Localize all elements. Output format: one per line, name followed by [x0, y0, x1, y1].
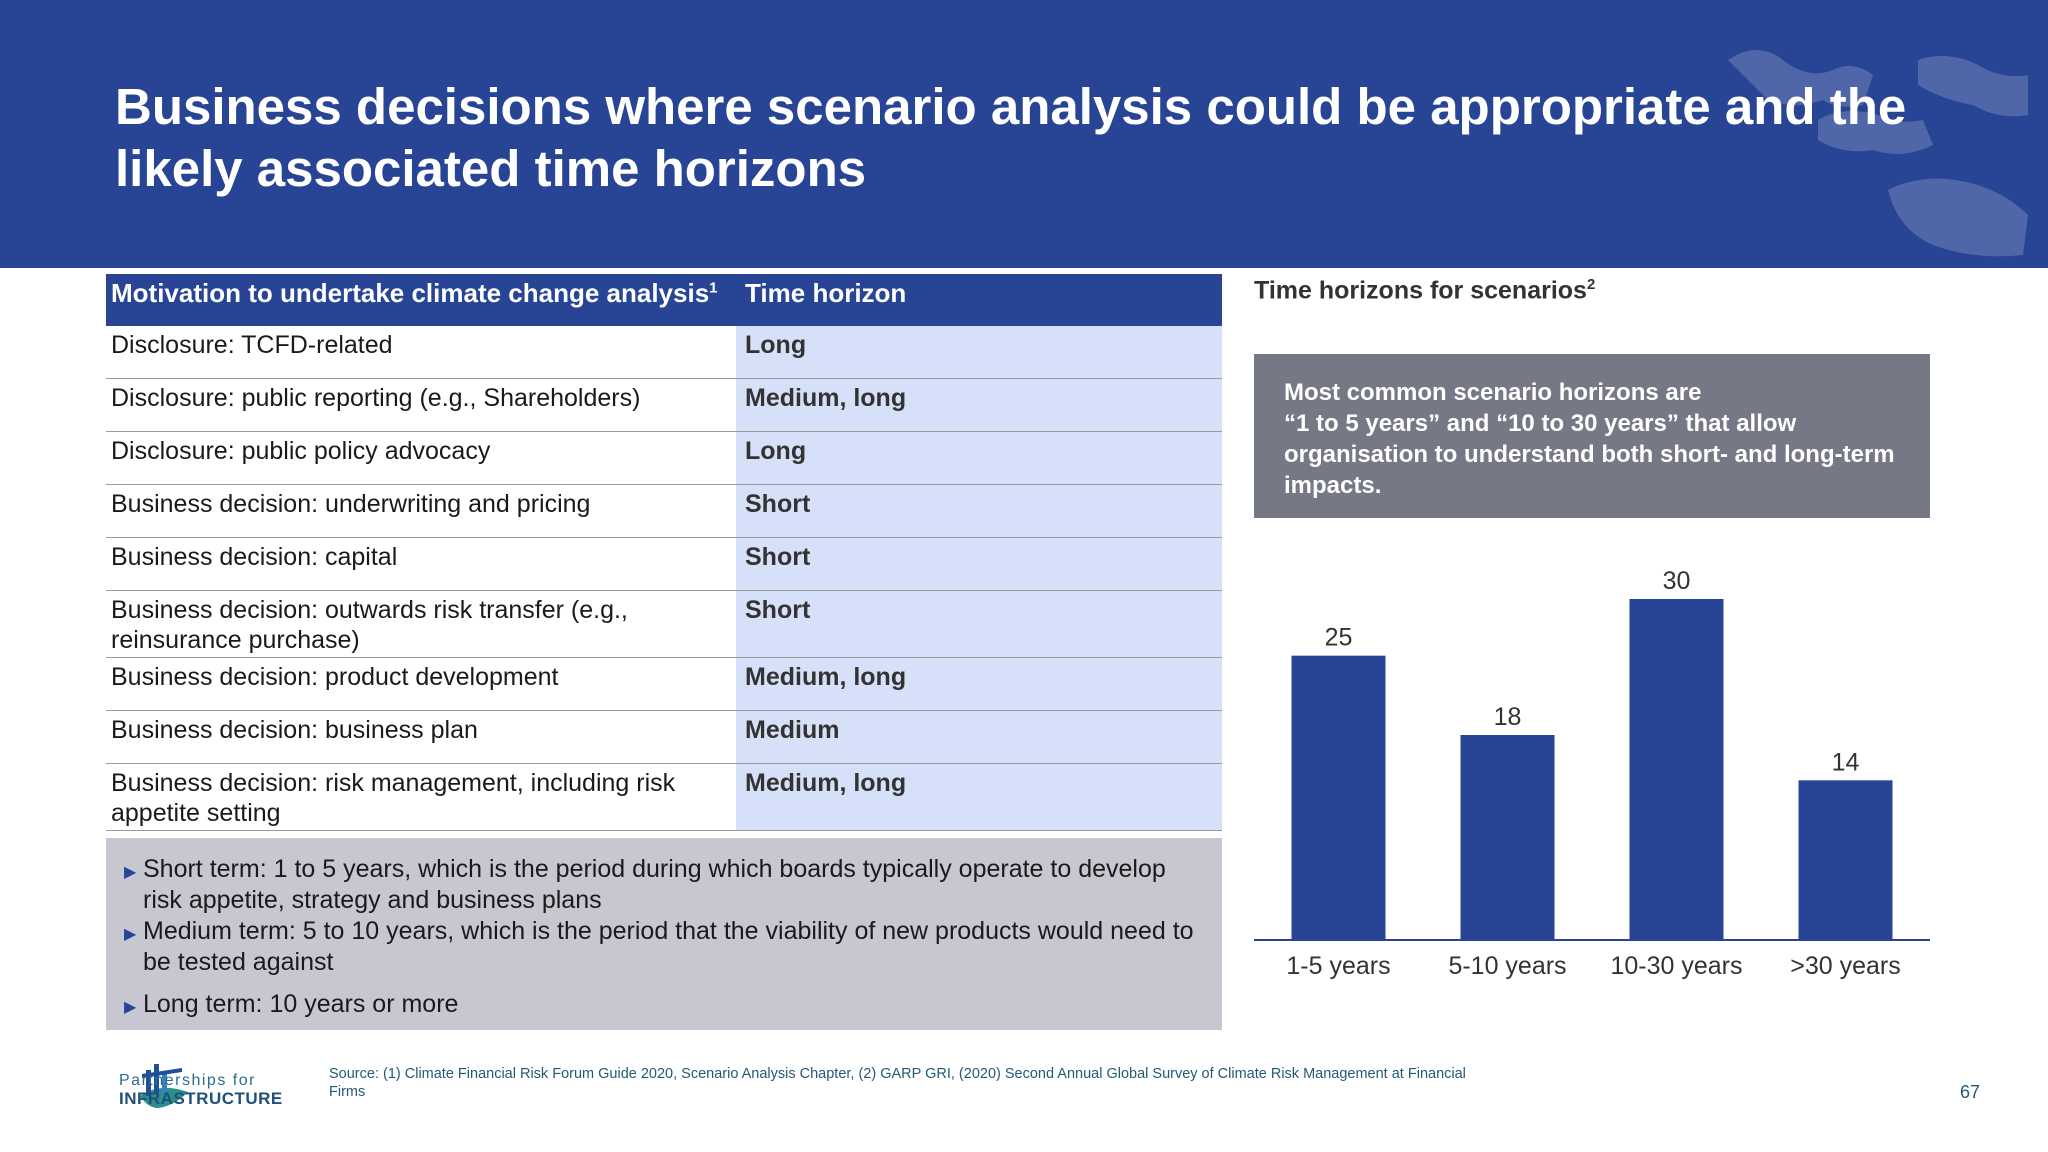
triangle-bullet-icon: ▶ [124, 864, 137, 881]
bar->30 years [1798, 780, 1893, 939]
footnote-marker: 2 [1586, 276, 1596, 293]
bar-chart: 25 1-5 years 18 5-10 years 30 10-30 years 14 >3… [1254, 567, 1930, 980]
x-tick-label: 1-5 years [1286, 952, 1390, 980]
table-row: Business decision: outwards risk transfe… [106, 591, 1222, 658]
motivation-table: Motivation to undertake climate change a… [106, 274, 1222, 831]
source-note: Source: (1) Climate Financial Risk Forum… [329, 1066, 1466, 1100]
table-row: Business decision: capital Short [106, 538, 1222, 591]
note-long-term: ▶ Long term: 10 years or more [124, 989, 1202, 1020]
logo-line-1: Partnerships for [119, 1072, 256, 1089]
motivation-cell: Disclosure: public reporting (e.g., Shar… [111, 384, 641, 412]
horizon-cell: Short [736, 485, 1222, 537]
note-text: Short term: 1 to 5 years, which is the p… [143, 855, 1166, 914]
table-row: Disclosure: public policy advocacy Long [106, 432, 1222, 485]
triangle-bullet-icon: ▶ [124, 999, 137, 1016]
table-header: Motivation to undertake climate change a… [106, 274, 1222, 326]
horizon-cell: Short [736, 538, 1222, 590]
table-row: Business decision: business plan Medium [106, 711, 1222, 764]
horizon-cell: Medium, long [736, 658, 1222, 710]
note-short-term: ▶ Short term: 1 to 5 years, which is the … [124, 854, 1202, 916]
chart-title-label: Time horizons for scenarios [1254, 276, 1587, 305]
page-number: 67 [1960, 1082, 1981, 1102]
header-motivation: Motivation to undertake climate change a… [106, 274, 736, 326]
data-label: 18 [1494, 703, 1522, 731]
note-medium-term: ▶ Medium term: 5 to 10 years, which is th… [124, 916, 1202, 978]
horizon-cell: Medium [736, 711, 1222, 763]
motivation-cell: Business decision: outwards risk transfe… [111, 596, 628, 654]
bar-1-5 years [1291, 655, 1386, 939]
table-row: Business decision: underwriting and pric… [106, 485, 1222, 538]
header-time-horizon: Time horizon [745, 278, 907, 308]
world-map-icon [1728, 50, 2028, 257]
data-label: 30 [1663, 567, 1691, 595]
horizon-cell: Short [736, 591, 1222, 657]
footnote-marker: 1 [709, 279, 718, 297]
motivation-cell: Business decision: business plan [111, 716, 478, 744]
x-tick-label: 10-30 years [1610, 952, 1742, 980]
logo-line-2: INFRASTRUCTURE [119, 1089, 283, 1108]
term-definitions-box: ▶ Short term: 1 to 5 years, which is the … [106, 838, 1222, 1030]
motivation-cell: Business decision: capital [111, 543, 398, 571]
x-tick-label: 5-10 years [1448, 952, 1566, 980]
title-banner: Business decisions where scenario analys… [0, 0, 2048, 268]
data-label: 25 [1325, 624, 1353, 652]
horizon-cell: Long [736, 326, 1222, 378]
bar-10-30 years [1629, 599, 1724, 939]
motivation-cell: Business decision: underwriting and pric… [111, 490, 591, 518]
page-title: Business decisions where scenario analys… [115, 78, 1907, 197]
callout-box: Most common scenario horizons are “1 to … [1254, 354, 1930, 518]
table-row: Disclosure: TCFD-related Long [106, 326, 1222, 379]
motivation-cell: Disclosure: TCFD-related [111, 331, 393, 359]
horizon-cell: Long [736, 432, 1222, 484]
table-row: Business decision: risk management, incl… [106, 764, 1222, 831]
data-label: 14 [1832, 748, 1860, 776]
bar-5-10 years [1460, 735, 1555, 939]
partnerships-logo [140, 1064, 188, 1108]
horizon-cell: Medium, long [736, 764, 1222, 830]
motivation-cell: Business decision: product development [111, 663, 559, 691]
motivation-cell: Business decision: risk management, incl… [111, 769, 676, 827]
logo-wordmark: Partnerships for INFRASTRUCTURE [119, 1072, 283, 1108]
x-tick-label: >30 years [1790, 952, 1901, 980]
header-motivation-label: Motivation to undertake climate change a… [111, 278, 710, 308]
horizon-cell: Medium, long [736, 379, 1222, 431]
note-text: Long term: 10 years or more [143, 990, 459, 1018]
chart-title: Time horizons for scenarios2 [1254, 276, 1595, 305]
triangle-bullet-icon: ▶ [124, 926, 137, 943]
motivation-cell: Disclosure: public policy advocacy [111, 437, 491, 465]
table-row: Business decision: product development M… [106, 658, 1222, 711]
table-row: Disclosure: public reporting (e.g., Shar… [106, 379, 1222, 432]
note-text: Medium term: 5 to 10 years, which is the… [143, 917, 1194, 976]
